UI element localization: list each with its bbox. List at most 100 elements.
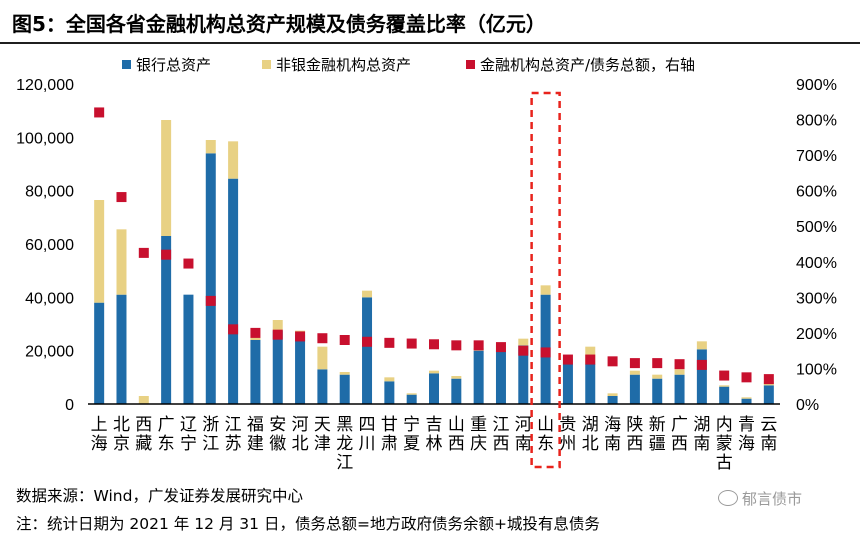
right-axis-tick-label: 200% [796, 326, 837, 343]
x-axis-tick-label: 天津 [314, 415, 331, 454]
x-axis-tick-label: 云南 [760, 415, 777, 454]
bar-nonbank-assets [205, 140, 216, 154]
bar-nonbank-assets [116, 229, 127, 295]
bar-bank-assets [562, 364, 573, 404]
x-axis-tick-label: 西藏 [135, 415, 152, 454]
bar-bank-assets [406, 394, 417, 404]
bar-bank-assets [183, 294, 194, 404]
bar-nonbank-assets [339, 372, 350, 375]
ratio-marker [384, 337, 395, 348]
x-axis-tick-label: 吉林 [426, 415, 443, 454]
ratio-marker [696, 359, 707, 370]
bar-nonbank-assets [384, 377, 395, 382]
legend-ratio-label: 金融机构总资产/债务总额，右轴 [480, 56, 695, 74]
x-axis-tick-label: 浙江 [202, 415, 219, 454]
bar-bank-assets [451, 378, 462, 404]
right-axis-tick-label: 100% [796, 361, 837, 378]
bar-nonbank-assets [652, 374, 663, 379]
ratio-marker [94, 107, 105, 118]
bar-bank-assets [272, 330, 283, 404]
bar-nonbank-assets [674, 369, 685, 375]
x-axis-tick-label: 四川 [359, 415, 376, 454]
bar-nonbank-assets [518, 338, 529, 346]
right-axis-tick-label: 600% [796, 184, 837, 201]
x-axis-tick-label: 湖北 [582, 415, 599, 454]
left-axis-tick-label: 20,000 [25, 344, 74, 361]
bar-bank-assets [518, 345, 529, 404]
ratio-marker [473, 340, 484, 351]
ratio-marker [362, 336, 373, 347]
figure-title-bar: 图5：全国各省金融机构总资产规模及债务覆盖比率（亿元） [0, 0, 860, 44]
x-axis-tick-label: 北京 [113, 415, 130, 454]
ratio-marker [763, 374, 774, 385]
bar-nonbank-assets [406, 393, 417, 395]
chart: 0 20,000 40,000 60,000 80,000 100,000 120,000 0… [16, 56, 837, 473]
ratio-marker [562, 354, 573, 365]
bar-bank-assets [652, 378, 663, 404]
right-axis-tick-label: 700% [796, 148, 837, 165]
bar-bank-assets [161, 236, 172, 404]
right-axis-tick-label: 800% [796, 113, 837, 130]
ratio-marker [272, 329, 283, 340]
x-axis-tick-label: 上海 [91, 415, 108, 454]
x-axis-tick-label: 河北 [292, 415, 309, 454]
bar-bank-assets [607, 396, 618, 404]
x-axis-tick-label: 江苏 [225, 415, 242, 454]
x-axis-tick-label: 宁夏 [403, 415, 420, 454]
left-axis-tick-label: 60,000 [25, 237, 74, 254]
bar-nonbank-assets [362, 290, 373, 298]
x-axis-tick-label: 海南 [604, 415, 621, 454]
ratio-marker [607, 356, 618, 367]
x-axis-tick-label: 内蒙古 [716, 415, 733, 473]
x-axis-tick-label: 山东 [537, 415, 554, 454]
x-axis-tick-label: 福建 [247, 415, 264, 454]
ratio-marker [540, 347, 551, 358]
ratio-marker [518, 345, 529, 356]
bar-bank-assets [674, 374, 685, 404]
data-source: 数据来源：Wind，广发证券发展研究中心 [16, 487, 303, 505]
ratio-marker [339, 335, 350, 345]
bar-bank-assets [317, 369, 328, 404]
bar-bank-assets [495, 350, 506, 404]
bar-nonbank-assets [451, 376, 462, 379]
bar-bank-assets [696, 349, 707, 404]
bar-bank-assets [429, 373, 439, 404]
legend-bank-swatch [122, 60, 131, 69]
watermark: 郁言债市 [718, 488, 802, 509]
bar-bank-assets [585, 364, 596, 404]
ratio-marker [406, 338, 417, 349]
x-axis-tick-label: 广西 [671, 415, 688, 454]
x-axis-tick-label: 安徽 [269, 415, 286, 454]
x-axis-tick-label: 贵州 [559, 415, 576, 454]
left-axis-tick-label: 100,000 [16, 130, 74, 147]
bar-nonbank-assets [607, 393, 618, 396]
bar-nonbank-assets [161, 120, 172, 236]
ratio-marker [161, 249, 172, 260]
ratio-marker [652, 358, 663, 369]
right-axis-tick-label: 400% [796, 255, 837, 272]
ratio-marker [295, 331, 306, 342]
bar-bank-assets [295, 334, 306, 404]
bar-nonbank-assets [696, 341, 707, 350]
bar-bank-assets [362, 297, 373, 404]
bar-bank-assets [763, 385, 774, 404]
ratio-marker [495, 342, 506, 353]
footnote: 注：统计日期为 2021 年 12 月 31 日，债务总额=地方政府债务余额+城… [16, 515, 600, 533]
ratio-marker [429, 339, 439, 350]
bar-nonbank-assets [317, 346, 328, 370]
bar-bank-assets [384, 381, 395, 404]
figure-title: 图5：全国各省金融机构总资产规模及债务覆盖比率（亿元） [12, 12, 546, 36]
right-axis-tick-label: 300% [796, 290, 837, 307]
highlight-box [530, 91, 561, 469]
ratio-marker [719, 370, 730, 381]
left-axis-tick-label: 80,000 [25, 184, 74, 201]
bar-nonbank-assets [272, 320, 283, 331]
bar-bank-assets [339, 374, 350, 404]
ratio-marker [585, 354, 596, 365]
x-axis-tick-label: 辽宁 [180, 415, 197, 454]
legend-bank-label: 银行总资产 [136, 56, 211, 74]
x-axis-tick-label: 甘肃 [381, 415, 398, 454]
ratio-marker [741, 372, 752, 383]
ratio-marker [228, 324, 239, 335]
x-axis-tick-label: 河南 [515, 415, 532, 454]
